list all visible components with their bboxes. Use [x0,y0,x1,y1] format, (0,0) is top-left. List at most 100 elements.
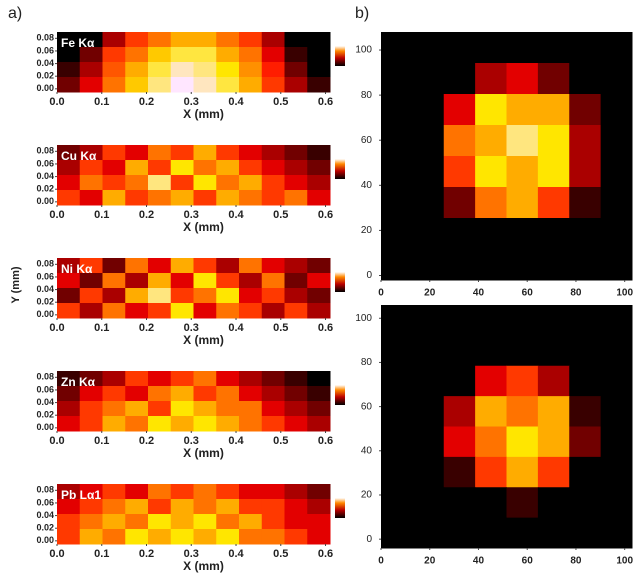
heatmap-cell [148,160,171,176]
x-tick-label: 40 [473,288,485,299]
x-tick-label: 0.6 [318,548,333,560]
figure: a) b) Y (mm) 0.00.10.20.30.40.50.60.000.… [0,0,635,577]
heatmap-cell [381,335,413,366]
heatmap-cell [125,32,148,48]
heatmap-cell [239,32,262,48]
heatmap-cell [171,160,194,176]
x-tick-label: 0.5 [273,209,288,221]
heatmap-cell [507,125,539,157]
x-tick-label: 0.2 [139,96,154,108]
heatmap-cell [239,273,262,289]
heatmap-cell [601,94,633,126]
heatmap-cell [569,125,601,157]
element-label: Fe Kα [61,36,95,50]
heatmap-cell [125,145,148,161]
element-label: Zn Kα [61,375,96,389]
heatmap-cell [507,457,539,488]
heatmap-cell [285,288,308,304]
heatmap-cell [444,249,476,281]
heatmap-cell [285,145,308,161]
heatmap-cell [194,386,217,402]
heatmap-cell [80,288,103,304]
y-tick-label: 80 [361,90,373,101]
heatmap-cell [103,514,126,530]
heatmap-cell [216,529,239,545]
heatmap-cell [103,258,126,274]
x-tick-label: 60 [522,288,534,299]
heatmap-cell [194,401,217,417]
panel-label: a) [8,5,22,22]
heatmap-cell [194,32,217,48]
heatmap-cell [148,386,171,402]
heatmap-cell [239,190,262,206]
heatmap-cell [239,160,262,176]
heatmap-cell [57,190,80,206]
heatmap-cell [80,514,103,530]
heatmap-cell [103,529,126,545]
heatmap-cell [307,416,330,432]
heatmap-cell [57,62,80,78]
heatmap-cell [194,160,217,176]
heatmap-cell [57,303,80,319]
heatmap-cell [171,62,194,78]
heatmap-cell [307,484,330,500]
heatmap-cell [538,125,570,157]
heatmap-cell [171,529,194,545]
heatmap-cell [285,47,308,63]
heatmap-cell [507,249,539,281]
y-tick-label: 0.08 [36,485,54,495]
heatmap-cell [148,47,171,63]
heatmap-cell [444,457,476,488]
colorbar [335,159,345,179]
heatmap-cell [307,529,330,545]
heatmap-cell [569,32,601,64]
x-tick-label: 100 [616,556,633,567]
heatmap-cell [507,187,539,219]
y-tick-label: 0.00 [36,535,54,545]
heatmap-cell [307,371,330,387]
x-tick-label: 80 [570,556,582,567]
heatmap-cell [475,366,507,397]
heatmap-cell [171,371,194,387]
heatmap-cell [194,371,217,387]
heatmap-cell [216,401,239,417]
heatmap-cell [239,303,262,319]
heatmap-cell [381,366,413,397]
heatmap-cell [148,32,171,48]
heatmap-cell [57,175,80,191]
heatmap-cell [285,401,308,417]
heatmap-cell [103,303,126,319]
heatmap-cell [216,273,239,289]
x-tick-label: 0.4 [228,548,244,560]
heatmap-cell [103,47,126,63]
heatmap-cell [307,160,330,176]
heatmap-cell [125,416,148,432]
element-label: Pb Lα1 [61,488,101,502]
heatmap-cell [239,371,262,387]
heatmap-cell [216,32,239,48]
y-tick-label: 0.04 [36,284,54,294]
y-tick-label: 0.06 [36,45,54,55]
heatmap-cell [125,303,148,319]
x-tick-label: 0.4 [228,322,244,334]
x-tick-label: 0.0 [49,435,64,447]
heatmap-cell [507,518,539,549]
heatmap-cell [475,63,507,95]
heatmap-cell [216,303,239,319]
heatmap-cell [262,371,285,387]
x-tick-label: 0.4 [228,209,244,221]
heatmap-cell [285,62,308,78]
heatmap-cell [601,156,633,188]
colorbar [335,498,345,518]
heatmap-cell [125,499,148,515]
heatmap-cell [507,218,539,250]
heatmap-cell [307,401,330,417]
heatmap-cell [194,175,217,191]
heatmap-cell [538,457,570,488]
heatmap-cell [194,273,217,289]
x-tick-label: 0 [378,288,384,299]
heatmap-cell [80,529,103,545]
heatmap-cell [171,386,194,402]
heatmap-cell [285,514,308,530]
y-axis-label: Y (mm) [10,266,22,303]
